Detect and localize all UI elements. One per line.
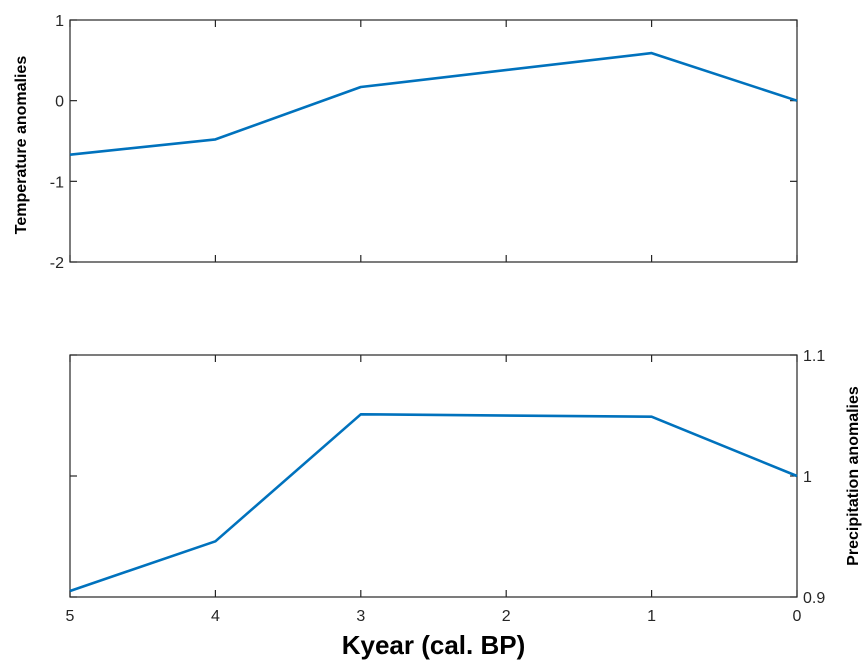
- plot-frame: [69, 19, 798, 263]
- y-tick-label: 1: [55, 13, 64, 30]
- y-tick-label: 0.9: [803, 590, 825, 607]
- plot-frame: [69, 354, 798, 598]
- x-tick-label: 0: [793, 608, 802, 625]
- y-tick-label: 0: [55, 94, 64, 111]
- y-tick-label: -2: [50, 255, 64, 272]
- y-tick-label: -1: [50, 174, 64, 191]
- x-tick-label: 1: [647, 608, 656, 625]
- x-tick-label: 2: [502, 608, 511, 625]
- y-axis-label: Precipitation anomalies: [845, 386, 862, 566]
- y-tick-label: 1: [803, 469, 812, 486]
- series-line: [69, 51, 798, 156]
- precipitation-panel: 5 4 3 2 1 00.9 1 1.1 Precipitation anomalies Kyea…: [66, 348, 862, 660]
- temperature-panel: -2 -1 0 1 Temperature anomalies: [13, 13, 798, 272]
- x-tick-label: 3: [356, 608, 365, 625]
- y-axis-label: Temperature anomalies: [13, 56, 30, 235]
- x-axis-label: Kyear (cal. BP): [342, 630, 526, 660]
- x-tick-label: 4: [211, 608, 220, 625]
- x-tick-label: 5: [66, 608, 75, 625]
- series-line: [69, 412, 798, 593]
- y-tick-label: 1.1: [803, 348, 825, 365]
